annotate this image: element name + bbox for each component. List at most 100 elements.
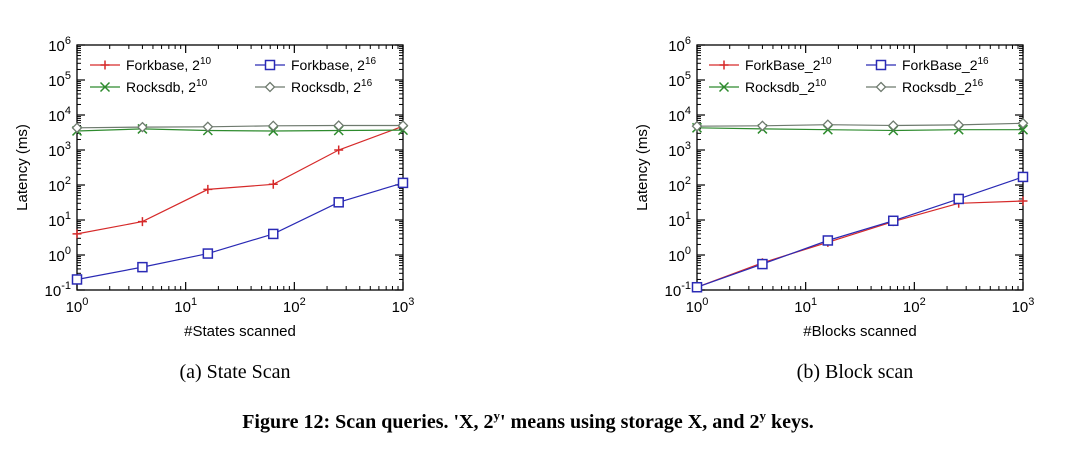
data-point-square	[757, 258, 768, 270]
caption-sup: y	[759, 408, 766, 423]
y-tick-base: 10	[668, 178, 685, 195]
y-tick-base: 10	[668, 108, 685, 125]
legend-sup: 10	[196, 78, 208, 89]
legend-label: Rocksdb_216	[902, 78, 984, 95]
y-tick-base: 10	[668, 248, 685, 265]
y-tick-label: 10-1	[665, 280, 691, 300]
x-tick-label: 101	[174, 296, 197, 316]
y-axis-label: Latency (ms)	[14, 124, 31, 211]
y-tick-base: 10	[668, 143, 685, 160]
legend-marker-diamond	[264, 81, 276, 93]
series-rocksdb-2-16	[71, 120, 409, 134]
data-point-x	[1017, 124, 1029, 135]
x-tick-base: 10	[174, 299, 191, 316]
y-tick-base: 10	[48, 108, 65, 125]
y-tick-base: 10	[48, 143, 65, 160]
data-point-square	[137, 261, 148, 273]
y-tick-label: 101	[668, 210, 691, 230]
legend-name: Rocksdb_2	[902, 79, 972, 95]
y-tick-label: 104	[668, 105, 691, 125]
series-line	[76, 125, 404, 235]
legend-sup: 10	[820, 56, 832, 67]
y-tick-exp: 2	[65, 175, 71, 187]
x-tick-exp: 3	[408, 296, 414, 308]
y-tick-base: 10	[48, 38, 65, 55]
data-point-plus	[1018, 196, 1028, 206]
plot-frame	[76, 44, 404, 291]
y-tick-exp: 1	[65, 210, 71, 222]
data-point-diamond	[691, 120, 703, 132]
data-point-diamond	[267, 120, 279, 132]
caption-suffix: keys.	[766, 411, 814, 433]
y-tick-base: 10	[48, 213, 65, 230]
data-point-diamond	[397, 120, 409, 131]
data-point-plus	[203, 184, 213, 194]
legend-label: Forkbase, 216	[291, 56, 376, 73]
y-tick-exp: 0	[685, 245, 691, 257]
data-point-square	[333, 197, 344, 208]
legend-marker-x	[718, 81, 730, 93]
legend-sup: 16	[361, 78, 373, 89]
data-point-square	[268, 228, 279, 240]
series-line	[696, 200, 1024, 288]
legend-label: Rocksdb_210	[745, 78, 827, 95]
legend-sup: 10	[200, 56, 212, 67]
y-tick-label: 103	[48, 140, 71, 160]
data-point-square	[691, 281, 703, 293]
data-point-plus	[334, 145, 344, 155]
data-point-diamond	[137, 121, 148, 133]
x-tick-base: 10	[66, 299, 83, 316]
legend-label: Rocksdb, 210	[126, 78, 208, 95]
y-tick-base: 10	[668, 73, 685, 90]
chart-panel-2: 100 101 102 10310-1100101102103104105106#Bl…	[634, 35, 1034, 383]
legend-marker-plus	[100, 60, 110, 70]
x-tick-exp: 0	[702, 296, 708, 308]
y-tick-base: 10	[48, 73, 65, 90]
y-tick-exp: 4	[685, 105, 691, 117]
x-tick-base: 10	[392, 299, 409, 316]
y-tick-exp: 3	[685, 140, 691, 152]
data-point-square	[822, 235, 834, 246]
y-tick-base: 10	[45, 283, 62, 300]
x-tick-base: 10	[794, 299, 811, 316]
legend-name: Forkbase, 2	[291, 57, 365, 73]
x-tick-exp: 1	[191, 296, 197, 308]
legend-sup: 16	[365, 56, 377, 67]
series-forkbase-2-10	[692, 196, 1028, 292]
legend-name: ForkBase_2	[902, 57, 978, 73]
caption-middle: ' means using storage X, and 2	[500, 411, 759, 433]
data-point-diamond	[887, 120, 899, 131]
x-tick-label: 100	[66, 296, 89, 316]
x-tick-label: 102	[903, 296, 926, 316]
data-point-square	[202, 248, 214, 259]
x-tick-label: 103	[1012, 296, 1035, 316]
series-line	[696, 127, 1023, 132]
y-tick-exp: 6	[65, 35, 71, 47]
data-point-diamond	[202, 121, 214, 133]
y-tick-label: 104	[48, 105, 71, 125]
data-point-square	[397, 177, 409, 189]
data-point-diamond	[71, 122, 83, 134]
subcaption: (a) State Scan	[179, 361, 290, 383]
subcaption: (b) Block scan	[797, 361, 914, 383]
data-point-square	[71, 274, 83, 285]
legend-label: Rocksdb, 216	[291, 78, 373, 95]
y-tick-exp: 5	[685, 70, 691, 82]
legend-name: ForkBase_2	[745, 57, 821, 73]
caption-sup: y	[494, 408, 501, 423]
series-forkbase-2-16	[71, 177, 409, 285]
y-tick-exp: 0	[65, 245, 71, 257]
data-point-square	[953, 193, 964, 205]
data-point-diamond	[333, 120, 345, 131]
legend-label: ForkBase_210	[745, 56, 832, 73]
series-line	[76, 124, 403, 129]
data-point-diamond	[953, 119, 965, 131]
y-tick-base: 10	[665, 283, 682, 300]
y-tick-base: 10	[48, 178, 65, 195]
y-tick-label: 105	[48, 70, 71, 90]
x-tick-label: 102	[283, 296, 306, 316]
y-tick-label: 101	[48, 210, 71, 230]
y-tick-label: 106	[668, 35, 691, 55]
y-tick-exp: 3	[65, 140, 71, 152]
